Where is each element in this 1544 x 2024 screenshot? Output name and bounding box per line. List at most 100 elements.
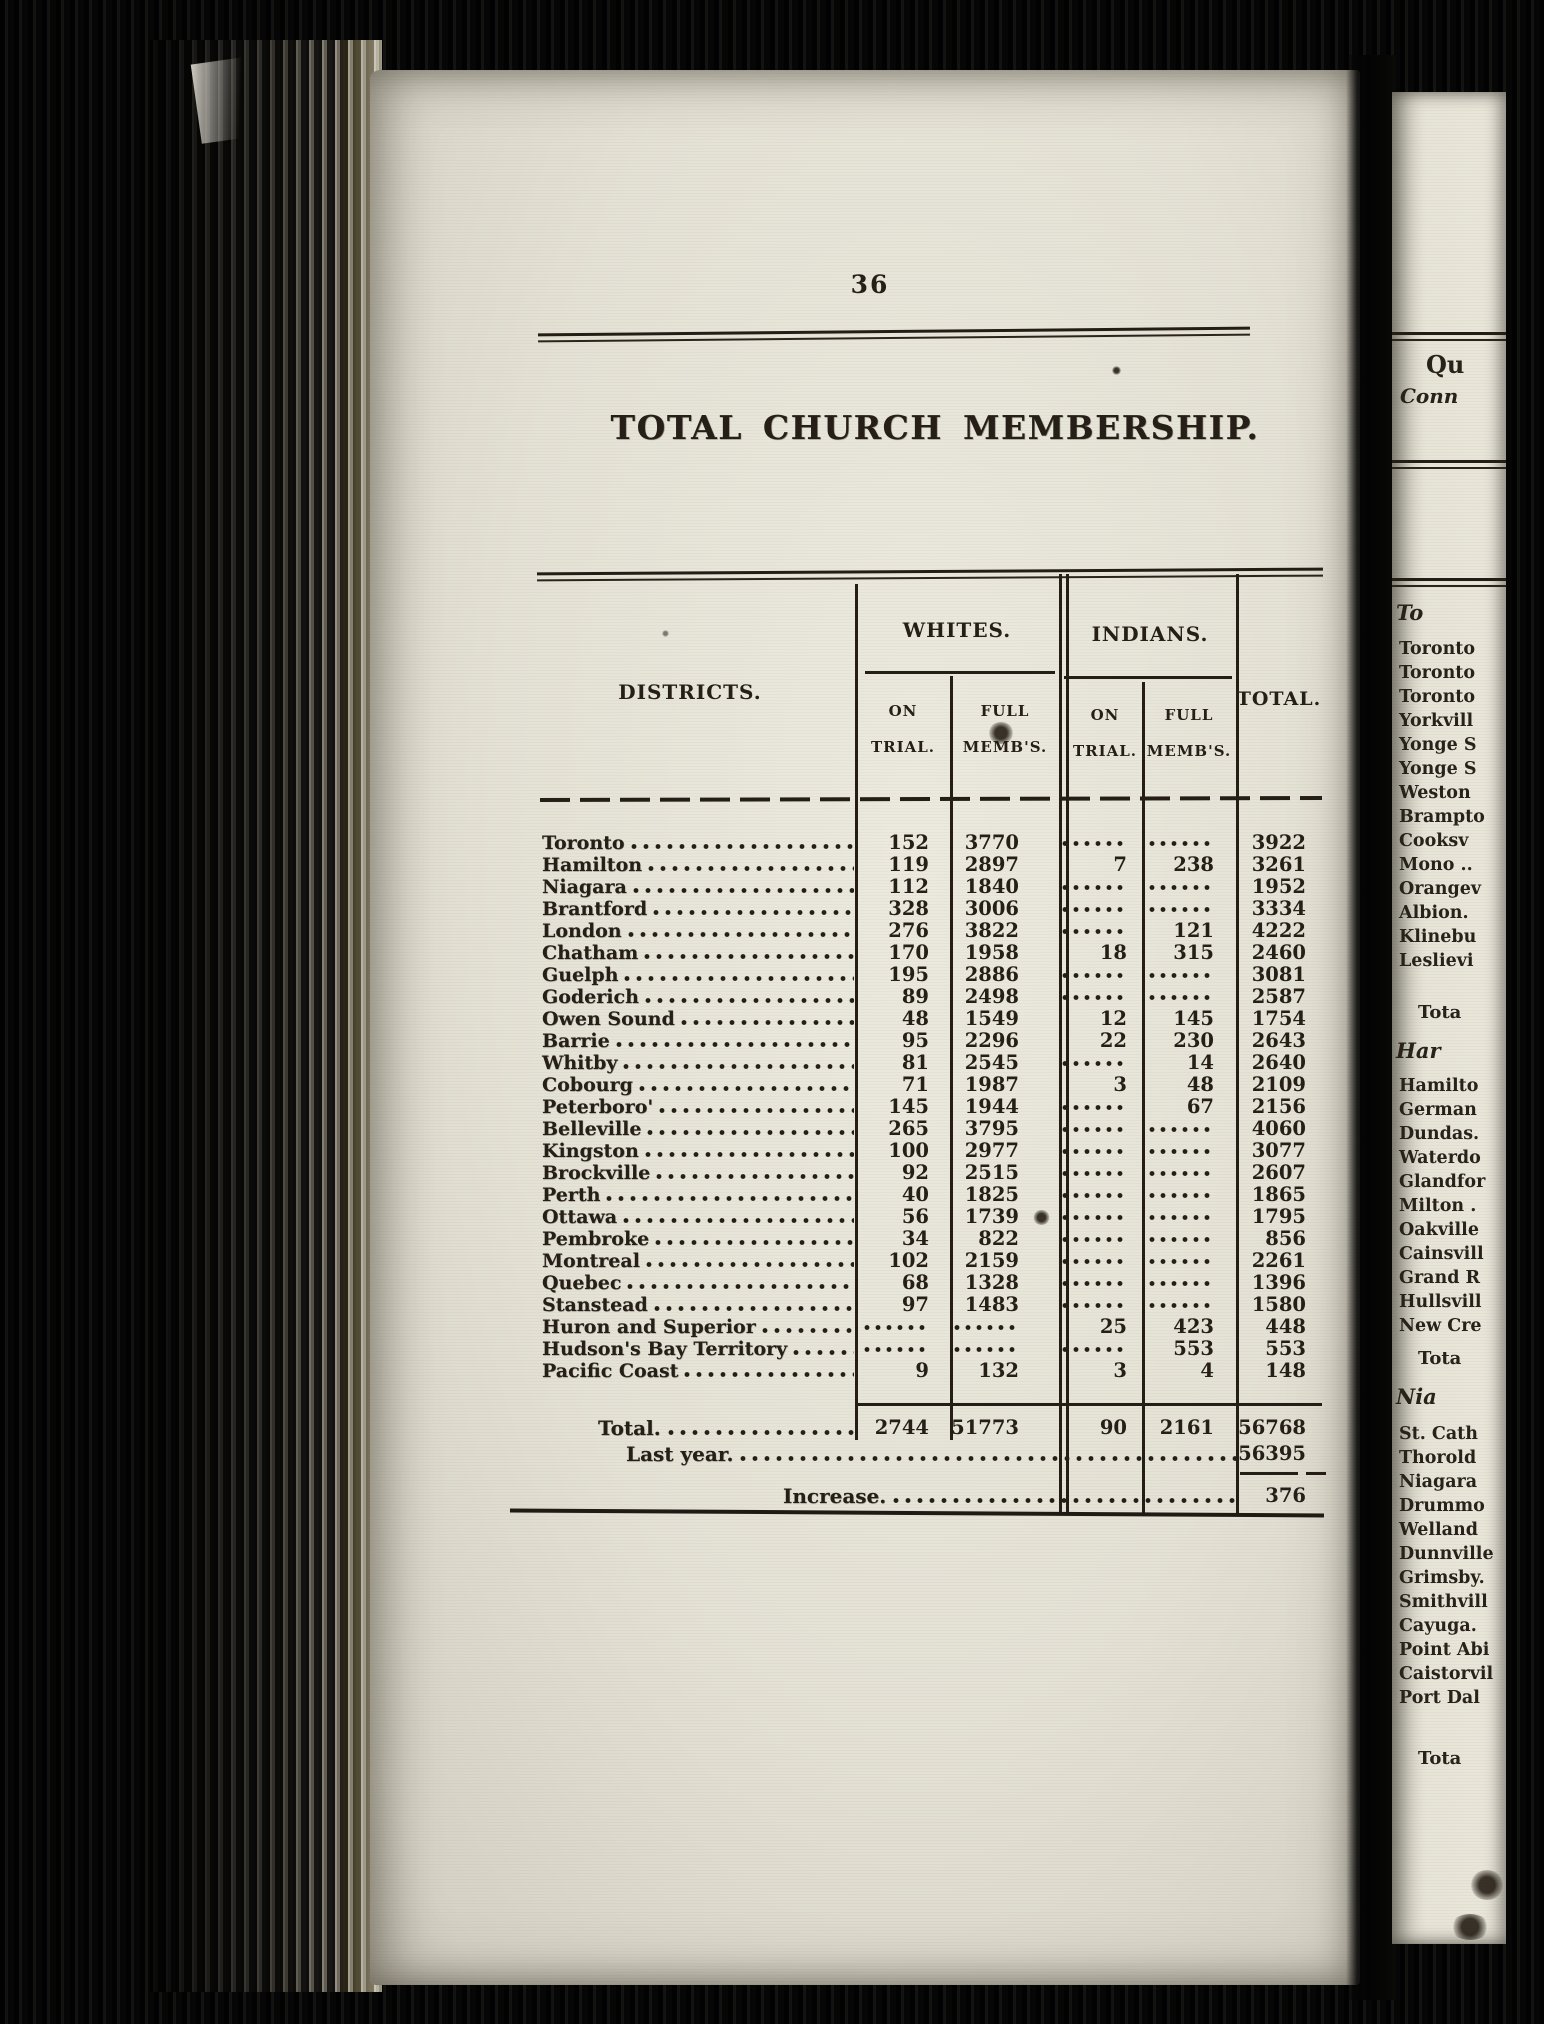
dot-leader: [644, 1261, 854, 1268]
value-cell: 14: [1186, 1051, 1214, 1074]
dot-leader: [629, 843, 854, 850]
district-name: Barrie: [542, 1030, 610, 1052]
dot-filler: [1148, 1302, 1212, 1309]
empty-cell-dots: [1054, 1162, 1127, 1184]
empty-cell-dots: [1141, 1228, 1214, 1250]
ink-blot: [1033, 1210, 1050, 1225]
table-row: Quebec 68 1328 1396: [370, 1271, 1320, 1295]
empty-cell-dots: [1141, 1250, 1214, 1272]
dot-filler: [1061, 1346, 1125, 1353]
dot-leader: [683, 1371, 854, 1378]
value-cell: 9: [915, 1359, 929, 1382]
dot-filler: [1148, 994, 1212, 1001]
district-name: Montreal: [542, 1250, 640, 1272]
value-cell: 1483: [964, 1293, 1019, 1316]
empty-cell-dots: [1054, 986, 1127, 1008]
empty-cell-dots: [1141, 1162, 1214, 1184]
horizontal-rule-top: [537, 326, 1251, 343]
table-top-rule: [536, 567, 1324, 582]
table-row: Huron and Superior 25 423 448: [370, 1315, 1320, 1339]
table-row: London 276 3822 121 4222: [370, 919, 1320, 943]
dot-filler: [1061, 1258, 1125, 1265]
dot-filler: [1148, 972, 1212, 979]
value-cell: 1987: [964, 1073, 1019, 1096]
district-name: Goderich: [542, 986, 639, 1008]
dot-leader: [643, 953, 854, 960]
subheader-line: FULL: [980, 702, 1030, 720]
value-cell: 2296: [964, 1029, 1019, 1052]
value-cell: 2587: [1251, 985, 1306, 1008]
value-cell: 2460: [1251, 941, 1306, 964]
ink-blot: [1450, 1914, 1490, 1940]
dot-leader: [631, 887, 854, 894]
right-page-total-label: Tota: [1418, 1002, 1462, 1023]
empty-cell-dots: [947, 1316, 1019, 1338]
right-page-list-item: German: [1399, 1100, 1477, 1120]
value-cell: 3077: [1251, 1139, 1306, 1162]
dot-leader: [622, 1063, 854, 1070]
district-name-cell: Brantford: [542, 898, 854, 920]
value-cell: 2643: [1251, 1029, 1306, 1052]
right-page-list-item: Glandfor: [1399, 1172, 1486, 1192]
table-row: Pacific Coast 9 132 3 4 148: [370, 1359, 1320, 1383]
value-cell: 1396: [1251, 1271, 1306, 1294]
value-cell: 25: [1099, 1315, 1127, 1338]
dot-filler: [1061, 1170, 1125, 1177]
dot-leader: [643, 1151, 854, 1158]
district-name-cell: Brockville: [542, 1162, 854, 1184]
right-page-list-item: Caistorvil: [1399, 1664, 1494, 1684]
right-page-list-item: Leslievi: [1399, 951, 1474, 971]
value-cell: 3822: [964, 919, 1019, 942]
ink-blot: [662, 630, 669, 637]
right-page-list-item: Oakville: [1399, 1220, 1479, 1240]
dot-leader: [792, 1349, 854, 1356]
dot-leader: [679, 1019, 854, 1026]
value-cell: 3: [1113, 1073, 1127, 1096]
value-cell: 102: [888, 1249, 929, 1272]
value-cell: 97: [901, 1293, 929, 1316]
column-header-districts: DISTRICTS.: [618, 680, 762, 704]
table-row: Pembroke 34 822 856: [370, 1228, 1320, 1251]
value-cell: 48: [1186, 1073, 1214, 1096]
table-row: Whitby 81 2545 14 2640: [370, 1051, 1320, 1075]
header-dash-rule: [539, 795, 1323, 802]
right-page-list-item: Yonge S: [1399, 759, 1477, 779]
dot-leader: [614, 1041, 854, 1048]
right-page-list-item: St. Cath: [1399, 1424, 1478, 1444]
district-name-cell: Cobourg: [542, 1074, 854, 1096]
dot-filler: [1061, 1280, 1125, 1287]
subheader-line: TRIAL.: [870, 738, 936, 756]
dot-filler: [1148, 840, 1212, 847]
dot-leader: [654, 1239, 854, 1246]
value-cell: 121: [1173, 919, 1214, 942]
dot-leader: [652, 909, 854, 916]
empty-cell-dots: [1141, 1294, 1214, 1316]
table-row: Ottawa 56 1739 1795: [370, 1206, 1320, 1229]
district-name-cell: Guelph: [542, 964, 854, 986]
horizontal-rule: [1392, 460, 1506, 469]
dot-leader: [892, 1497, 1238, 1504]
value-cell: 2607: [1251, 1161, 1306, 1184]
dot-leader: [760, 1327, 854, 1334]
district-name-cell: Ottawa: [542, 1206, 854, 1228]
table-row: Brockville 92 2515 2607: [370, 1161, 1320, 1185]
subheader-line: FULL: [1164, 706, 1214, 724]
empty-cell-dots: [1141, 1206, 1214, 1228]
right-page-list-item: Welland: [1399, 1520, 1478, 1540]
value-cell: 67: [1186, 1095, 1214, 1118]
empty-cell-dots: [1141, 898, 1214, 920]
value-cell: 238: [1173, 853, 1214, 876]
right-page-fragment: Qu Conn To Toronto Toronto Toronto Yorkvill Y…: [1392, 92, 1506, 1944]
page-number: 36: [850, 270, 890, 299]
right-page-list-item: Dunnville: [1399, 1544, 1494, 1564]
dot-filler: [1148, 1236, 1212, 1243]
dot-leader: [643, 997, 854, 1004]
value-cell: 12: [1099, 1007, 1127, 1030]
last-year-total: 56395: [1238, 1442, 1306, 1465]
dot-filler: [1148, 1126, 1212, 1133]
vertical-rule: [1142, 682, 1145, 1514]
value-cell: 132: [978, 1359, 1019, 1382]
value-cell: 1754: [1251, 1007, 1306, 1030]
increase-rule: [1240, 1472, 1326, 1475]
empty-cell-dots: [1054, 898, 1127, 920]
